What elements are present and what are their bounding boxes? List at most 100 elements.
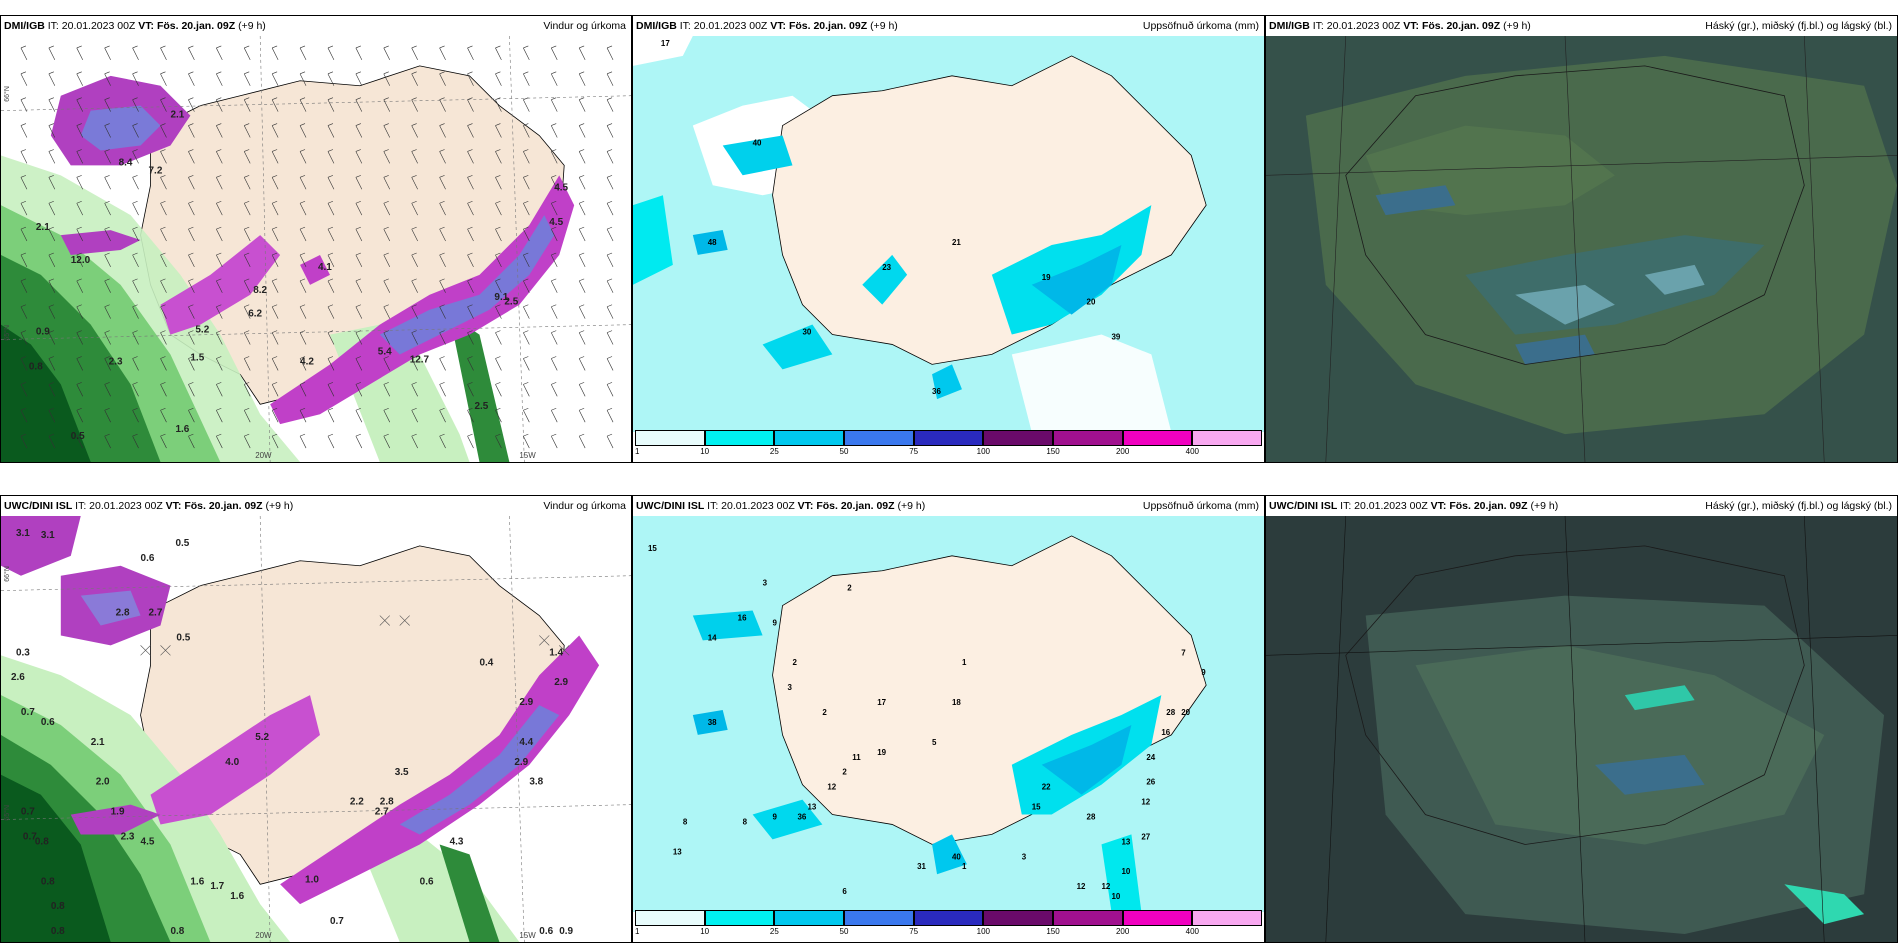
wind-barb <box>188 304 195 319</box>
value-label: 0.5 <box>176 632 190 643</box>
wind-barb <box>467 356 474 371</box>
value-label: 19 <box>877 748 886 757</box>
wind-barb <box>383 382 391 397</box>
panel-title: Vindur og úrkoma <box>543 20 626 32</box>
wind-barb <box>104 45 111 61</box>
wind-barb <box>606 175 614 190</box>
wind-barb <box>467 330 474 345</box>
wind-barb <box>216 278 223 293</box>
wind-barb <box>104 226 111 242</box>
wind-barb <box>188 45 195 61</box>
wind-barb <box>355 175 363 190</box>
wind-barb <box>327 278 335 293</box>
wind-barb <box>495 97 502 112</box>
value-label: 2.5 <box>504 297 518 308</box>
wind-barb <box>411 252 418 268</box>
wind-barb <box>411 407 418 423</box>
colorbar-tick: 25 <box>769 927 779 936</box>
wind-barb <box>76 175 84 190</box>
value-label: 3 <box>1022 852 1027 861</box>
wind-barb <box>439 433 446 449</box>
wind-barb <box>606 407 614 423</box>
wind-barb <box>76 149 84 164</box>
wind-barb <box>243 330 251 345</box>
wind-barb <box>523 407 530 423</box>
panel-header: UWC/DINI ISL IT: 20.01.2023 00Z VT: Fös.… <box>1266 496 1897 516</box>
colorbar-swatch <box>913 910 984 926</box>
value-label: 13 <box>807 803 816 812</box>
wind-barb <box>439 382 446 397</box>
wind-barb <box>467 433 474 449</box>
wind-barb <box>523 97 530 112</box>
value-label: 2.9 <box>514 757 528 768</box>
wind-barb <box>299 382 307 397</box>
wind-barb <box>411 149 418 164</box>
wind-barb <box>327 433 335 449</box>
wind-barb <box>243 97 251 112</box>
wind-barb <box>271 304 279 319</box>
wind-barb <box>76 304 84 319</box>
wind-barb <box>243 278 251 293</box>
value-label: 4.5 <box>554 182 568 193</box>
precip-map: 17 40 48 23 21 30 19 20 36 39 <box>633 36 1264 432</box>
wind-barb <box>271 252 279 268</box>
wind-barb <box>355 45 363 61</box>
wind-barb <box>523 226 530 242</box>
wind-barb <box>271 200 279 216</box>
value-label: 1.5 <box>190 352 204 363</box>
value-label: 15 <box>1032 803 1041 812</box>
wind-barb <box>439 278 446 293</box>
wind-barb <box>550 252 558 268</box>
panel-header: UWC/DINI ISL IT: 20.01.2023 00Z VT: Fös.… <box>1 496 631 516</box>
wind-barb <box>48 71 56 86</box>
wind-barb <box>299 433 307 449</box>
wind-barb <box>411 97 418 112</box>
wind-barb <box>188 433 195 449</box>
wind-barb <box>578 123 586 138</box>
value-label: 0.5 <box>175 538 189 549</box>
colorbar-tick: 50 <box>839 927 849 936</box>
wind-barb <box>104 252 111 268</box>
wind-barb <box>606 382 614 397</box>
wind-barb <box>48 149 56 164</box>
wind-precip-map: 3.1 3.1 0.5 0.6 2.7 2.8 0.5 0.3 2.6 0.7 0.6 2.1 2.0 1… <box>1 516 631 942</box>
value-label: 10 <box>1121 867 1130 876</box>
wind-barb <box>383 356 391 371</box>
value-label: 19 <box>1042 273 1051 282</box>
wind-barb <box>76 252 84 268</box>
wind-barb <box>20 45 28 61</box>
wind-barb <box>467 123 474 138</box>
value-label: 30 <box>802 327 811 336</box>
wind-barb <box>243 175 251 190</box>
lon-label-15: 15W <box>519 451 536 460</box>
value-label: 8 <box>743 817 748 826</box>
wind-barb <box>132 330 139 345</box>
wind-barb <box>104 123 111 138</box>
wind-barb <box>160 71 167 86</box>
wind-barb <box>383 149 391 164</box>
wind-barb <box>48 200 56 216</box>
wind-barb <box>606 226 614 242</box>
panel-title: Háský (gr.), miðský (fj.bl.) og lágský (… <box>1705 20 1892 32</box>
value-label: 3.1 <box>16 528 30 539</box>
wind-barb <box>271 382 279 397</box>
wind-barb <box>523 330 530 345</box>
wind-barb <box>76 123 84 138</box>
value-label: 0.8 <box>170 926 184 937</box>
wind-barb <box>132 45 139 61</box>
value-label: 10 <box>1111 892 1120 901</box>
wind-barb <box>327 45 335 61</box>
wind-barb <box>132 123 139 138</box>
wind-barb <box>160 175 167 190</box>
wind-barb <box>160 304 167 319</box>
value-label: 2.1 <box>91 737 105 748</box>
wind-barb <box>20 433 28 449</box>
value-label: 1.6 <box>230 891 244 902</box>
wind-barb <box>467 149 474 164</box>
wind-barb <box>495 45 502 61</box>
value-label: 38 <box>708 718 717 727</box>
wind-barb <box>216 200 223 216</box>
wind-barb <box>132 175 139 190</box>
wind-barb <box>20 149 28 164</box>
value-label: 20 <box>1087 298 1096 307</box>
